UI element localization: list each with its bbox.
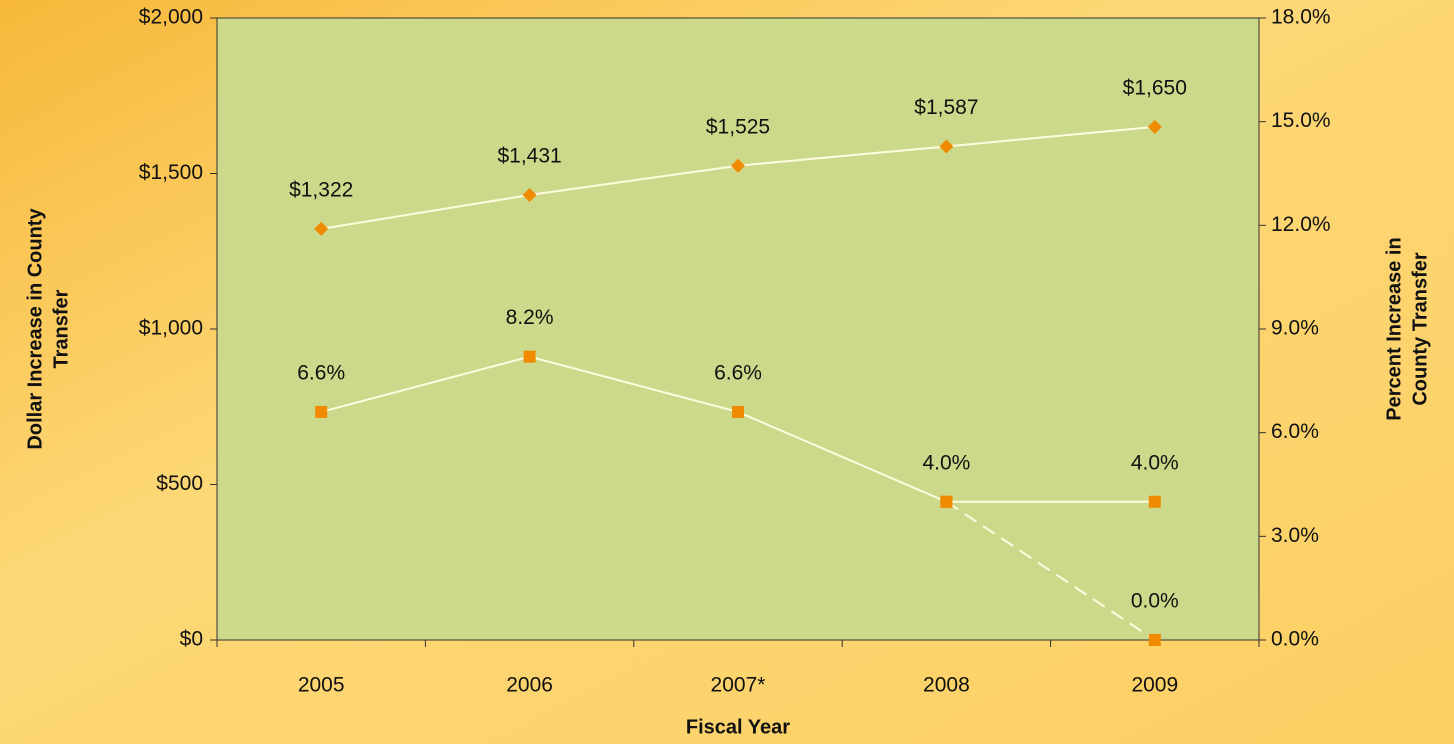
marker <box>732 405 744 418</box>
marker <box>1148 634 1161 646</box>
y2-tick-label: 6.0% <box>1271 420 1319 443</box>
y2-axis-title-line: Percent Increase in <box>1383 237 1405 420</box>
x-axis-title: Fiscal Year <box>686 716 790 738</box>
marker <box>731 158 745 173</box>
y-tick-label: $1,500 <box>139 161 203 184</box>
marker <box>522 187 537 202</box>
y2-tick-label: 15.0% <box>1271 109 1331 132</box>
data-label: 4.0% <box>922 451 970 474</box>
data-label: 8.2% <box>506 306 554 329</box>
y-tick-label: $500 <box>156 472 203 495</box>
marker <box>523 350 536 363</box>
series-line <box>945 500 1156 641</box>
x-tick-label: 2006 <box>506 674 553 697</box>
marker <box>314 221 329 236</box>
y2-tick-label: 9.0% <box>1271 317 1319 340</box>
plot-area <box>216 17 1260 641</box>
y2-tick-label: 3.0% <box>1271 524 1319 547</box>
data-label: 6.6% <box>714 361 762 384</box>
marker <box>315 405 328 418</box>
x-tick-label: 2008 <box>923 674 970 697</box>
y2-axis-title: Percent Increase in County Transfer <box>1383 237 1431 420</box>
marker <box>1148 495 1161 508</box>
x-tick-label: 2005 <box>298 674 345 697</box>
y2-tick-label: 0.0% <box>1271 628 1319 651</box>
data-label: $1,525 <box>706 115 770 138</box>
data-label: 6.6% <box>297 361 345 384</box>
marker <box>940 495 953 508</box>
y-tick-label: $2,000 <box>139 6 203 29</box>
data-label: $1,431 <box>497 145 561 168</box>
y-tick-label: $1,000 <box>139 317 203 340</box>
data-label: 0.0% <box>1131 590 1179 613</box>
data-label: $1,587 <box>914 96 978 119</box>
marker <box>1147 119 1162 134</box>
data-label: 4.0% <box>1131 451 1179 474</box>
x-tick-label: 2009 <box>1131 674 1178 697</box>
marker <box>939 139 954 154</box>
x-tick-label: 2007* <box>711 674 766 697</box>
y-axis-title: Dollar Increase in County Transfer <box>24 208 72 450</box>
y2-tick-label: 12.0% <box>1271 213 1331 236</box>
data-label: $1,650 <box>1123 76 1187 99</box>
y2-tick-label: 18.0% <box>1271 6 1331 29</box>
y-axis-title-line: Transfer <box>50 289 72 368</box>
y-axis-title-line: Dollar Increase in County <box>24 208 46 450</box>
y2-axis-title-line: County Transfer <box>1409 252 1431 406</box>
y-tick-label: $0 <box>180 628 203 651</box>
data-label: $1,322 <box>289 178 353 201</box>
